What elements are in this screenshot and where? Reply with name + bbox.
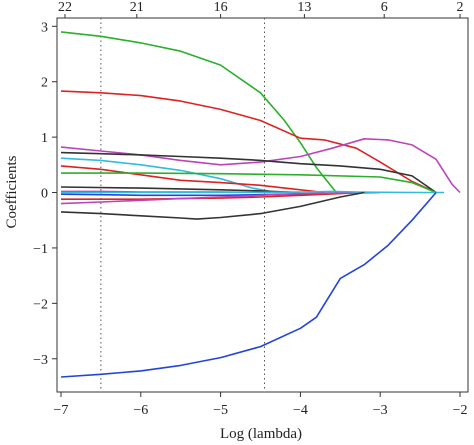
x-tick-label: −2 [453,403,468,418]
x-tick-label: −7 [54,403,69,418]
x-axis-title: Log (lambda) [220,426,302,442]
y-tick-label: −3 [33,353,48,368]
y-tick-label: 2 [41,76,48,91]
top-tick-label: 16 [214,0,228,15]
x-tick-label: −6 [133,403,148,418]
coefficient-path-12 [60,191,365,205]
coefficient-path-14 [60,191,365,220]
coefficient-path-15 [60,191,437,378]
y-tick-label: −2 [33,297,48,312]
coefficient-path-6 [60,165,325,194]
x-tick-label: −3 [373,403,388,418]
y-axis-title: Coefficients [4,155,20,228]
top-tick-label: 2 [457,0,464,15]
y-tick-label: 0 [41,187,48,202]
coefficient-path-1 [60,31,337,193]
coefficient-path-13 [61,190,445,194]
coefficient-path-5 [60,157,277,194]
top-tick-label: 22 [58,0,72,15]
top-tick-label: 13 [297,0,311,15]
y-tick-label: −1 [33,242,48,257]
coefficient-path-2 [60,90,437,194]
coefficient-path-4 [60,151,437,194]
coefficient-path-11 [61,191,365,200]
coefficient-path-3 [60,138,461,194]
y-tick-label: 3 [41,20,48,35]
top-tick-label: 6 [381,0,388,15]
x-tick-label: −5 [213,403,228,418]
y-tick-label: 1 [41,131,48,146]
coefficient-path-7 [61,172,437,194]
plot-frame [56,17,469,393]
top-tick-label: 21 [130,0,144,15]
x-tick-label: −4 [293,403,308,418]
